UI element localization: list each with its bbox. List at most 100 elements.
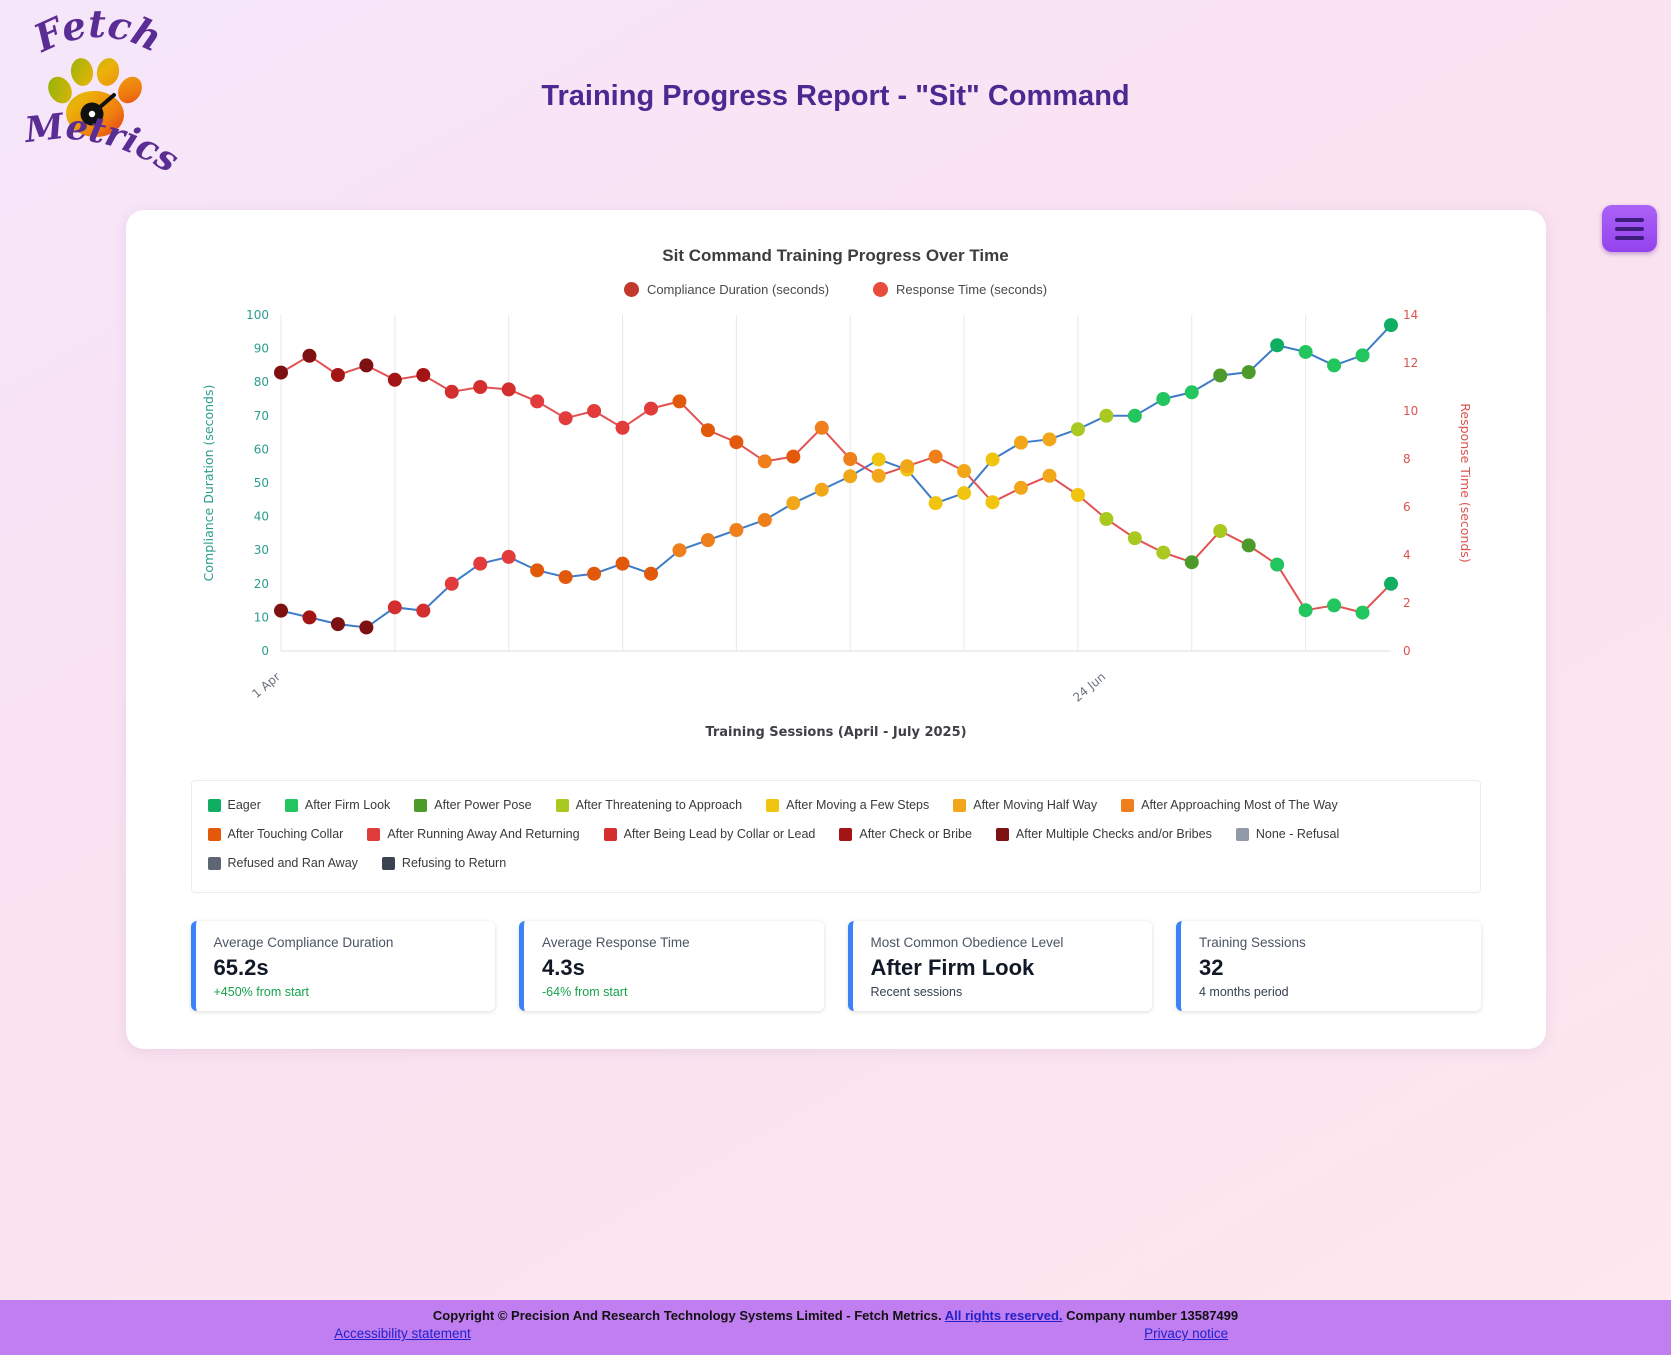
stat-note: -64% from start [542, 984, 628, 999]
series-legend-item[interactable]: Response Time (seconds) [873, 282, 1047, 297]
data-point[interactable] [928, 449, 943, 464]
data-point[interactable] [956, 464, 971, 478]
data-point[interactable] [586, 404, 601, 418]
obedience-legend-label: After Approaching Most of The Way [1141, 798, 1338, 812]
data-point[interactable] [1355, 605, 1370, 620]
data-point[interactable] [1269, 338, 1284, 353]
data-point[interactable] [1070, 488, 1085, 502]
data-point[interactable] [273, 603, 288, 618]
data-point[interactable] [814, 482, 829, 497]
data-point[interactable] [643, 566, 658, 581]
training-progress-chart[interactable]: 0 10 20 30 40 50 60 70 80 90 100 0 2 4 6 8 10 12 14 Complia… [191, 301, 1481, 746]
data-point[interactable] [956, 486, 971, 501]
data-point[interactable] [1098, 512, 1113, 526]
data-point[interactable] [757, 512, 772, 527]
obedience-legend-label: After Multiple Checks and/or Bribes [1015, 826, 1212, 841]
data-point[interactable] [444, 384, 459, 399]
accessibility-statement-link[interactable]: Accessibility statement [334, 1326, 471, 1341]
obedience-legend-label: Refused and Ran Away [227, 855, 358, 870]
data-point[interactable] [871, 468, 886, 483]
data-point[interactable] [1127, 531, 1142, 546]
data-point[interactable] [1326, 358, 1341, 373]
data-point[interactable] [415, 603, 430, 618]
obedience-legend-label: After Running Away And Returning [387, 826, 580, 841]
data-point[interactable] [1013, 435, 1028, 450]
data-point[interactable] [899, 459, 914, 474]
data-point[interactable] [501, 549, 516, 564]
data-point[interactable] [757, 454, 772, 469]
data-point[interactable] [1184, 555, 1199, 570]
data-point[interactable] [387, 372, 402, 387]
data-point[interactable] [330, 617, 345, 632]
right-axis-tick-label: 14 [1403, 308, 1418, 322]
data-point[interactable] [301, 348, 316, 363]
data-point[interactable] [1383, 576, 1398, 591]
obedience-legend-label: Refusing to Return [401, 855, 507, 870]
data-point[interactable] [529, 563, 544, 578]
hamburger-menu-button[interactable] [1602, 205, 1657, 252]
data-point[interactable] [301, 610, 316, 625]
data-point[interactable] [871, 452, 886, 467]
data-point[interactable] [358, 620, 373, 635]
data-point[interactable] [785, 449, 800, 464]
data-point[interactable] [529, 394, 544, 409]
data-point[interactable] [728, 435, 743, 450]
legend-swatch-icon [839, 828, 853, 842]
data-point[interactable] [330, 368, 345, 382]
data-point[interactable] [1041, 468, 1056, 483]
data-point[interactable] [1269, 557, 1284, 572]
data-point[interactable] [1041, 432, 1056, 447]
data-point[interactable] [1098, 408, 1113, 423]
legend-swatch-icon [953, 799, 967, 813]
data-point[interactable] [1155, 545, 1170, 560]
data-point[interactable] [1241, 538, 1256, 553]
data-point[interactable] [415, 368, 430, 382]
data-point[interactable] [615, 420, 630, 435]
data-point[interactable] [558, 570, 573, 585]
fetch-metrics-logo[interactable]: Fetch Metrics [14, 1, 186, 197]
data-point[interactable] [842, 469, 857, 484]
all-rights-reserved-link[interactable]: All rights reserved. [944, 1308, 1063, 1323]
data-point[interactable] [273, 365, 288, 380]
data-point[interactable] [985, 495, 1000, 510]
data-point[interactable] [842, 452, 857, 466]
data-point[interactable] [1127, 408, 1142, 423]
data-point[interactable] [1155, 392, 1170, 406]
data-point[interactable] [615, 556, 630, 571]
data-point[interactable] [700, 533, 715, 548]
data-point[interactable] [472, 380, 487, 394]
obedience-legend-item: After Check or Bribe [839, 822, 972, 848]
data-point[interactable] [1383, 318, 1398, 333]
data-point[interactable] [1212, 524, 1227, 538]
logo-graphic: Fetch Metrics [22, 1, 186, 181]
data-point[interactable] [444, 576, 459, 591]
data-point[interactable] [358, 358, 373, 373]
data-point[interactable] [586, 566, 601, 581]
data-point[interactable] [700, 423, 715, 438]
data-point[interactable] [1355, 348, 1370, 363]
data-point[interactable] [928, 496, 943, 511]
data-point[interactable] [1212, 368, 1227, 383]
data-point[interactable] [1241, 365, 1256, 380]
data-point[interactable] [1298, 603, 1313, 618]
data-point[interactable] [671, 543, 686, 558]
data-point[interactable] [558, 411, 573, 426]
report-card: Sit Command Training Progress Over Time … [125, 210, 1546, 1049]
data-point[interactable] [1326, 598, 1341, 613]
data-point[interactable] [643, 401, 658, 416]
data-point[interactable] [387, 600, 402, 615]
data-point[interactable] [472, 556, 487, 571]
data-point[interactable] [1013, 480, 1028, 495]
data-point[interactable] [814, 420, 829, 435]
privacy-notice-link[interactable]: Privacy notice [1144, 1326, 1229, 1341]
data-point[interactable] [1070, 422, 1085, 437]
series-legend-item[interactable]: Compliance Duration (seconds) [623, 282, 829, 297]
data-point[interactable] [671, 394, 686, 409]
data-point[interactable] [1298, 344, 1313, 359]
data-point[interactable] [728, 523, 743, 538]
data-point[interactable] [985, 452, 1000, 467]
data-point[interactable] [1184, 385, 1199, 400]
data-point[interactable] [785, 496, 800, 511]
data-point[interactable] [501, 382, 516, 397]
obedience-legend-label: None - Refusal [1255, 826, 1340, 841]
